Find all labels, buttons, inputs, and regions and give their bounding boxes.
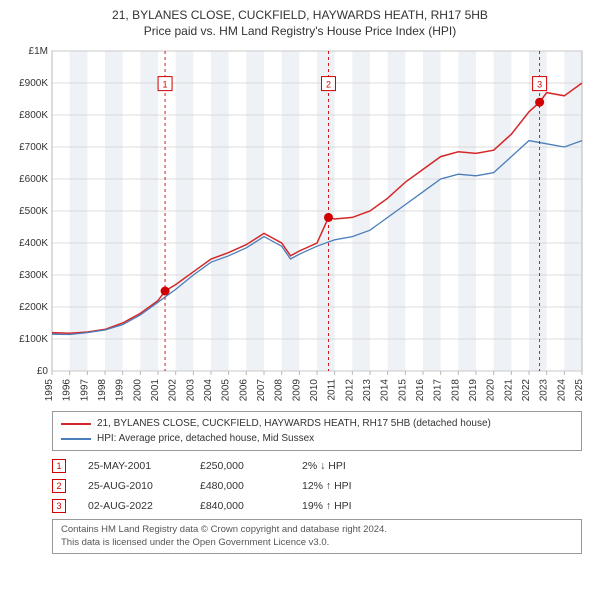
- legend-item-property: 21, BYLANES CLOSE, CUCKFIELD, HAYWARDS H…: [61, 416, 573, 431]
- svg-text:2015: 2015: [397, 379, 408, 402]
- svg-text:2013: 2013: [362, 379, 373, 402]
- svg-text:2012: 2012: [344, 379, 355, 402]
- svg-text:2006: 2006: [238, 379, 249, 402]
- svg-text:£500K: £500K: [19, 206, 48, 217]
- tx-marker-icon: 2: [52, 479, 66, 493]
- tx-diff: 12% ↑ HPI: [302, 480, 382, 492]
- svg-text:£400K: £400K: [19, 238, 48, 249]
- tx-price: £480,000: [200, 480, 280, 492]
- price-chart: £0 £100K £200K £300K £400K £500K £600K £700K £80…: [10, 45, 590, 405]
- legend-swatch: [61, 438, 91, 440]
- svg-text:2000: 2000: [132, 379, 143, 402]
- svg-text:2011: 2011: [327, 379, 338, 401]
- tx-price: £840,000: [200, 500, 280, 512]
- svg-text:£1M: £1M: [29, 46, 48, 57]
- svg-text:£600K: £600K: [19, 174, 48, 185]
- svg-text:2003: 2003: [185, 379, 196, 402]
- svg-text:£100K: £100K: [19, 334, 48, 345]
- footnote-line1: Contains HM Land Registry data © Crown c…: [61, 524, 573, 536]
- tx-diff: 19% ↑ HPI: [302, 500, 382, 512]
- tx-marker-icon: 3: [52, 499, 66, 513]
- svg-text:1998: 1998: [97, 379, 108, 402]
- svg-text:2017: 2017: [433, 379, 444, 402]
- svg-text:2009: 2009: [291, 379, 302, 402]
- svg-text:2021: 2021: [503, 379, 514, 402]
- svg-text:£0: £0: [37, 366, 49, 377]
- tx-price: £250,000: [200, 460, 280, 472]
- svg-text:£800K: £800K: [19, 110, 48, 121]
- svg-text:2010: 2010: [309, 379, 320, 402]
- svg-text:£300K: £300K: [19, 270, 48, 281]
- svg-text:1997: 1997: [79, 379, 90, 402]
- svg-text:2020: 2020: [486, 379, 497, 402]
- svg-text:1996: 1996: [62, 379, 73, 402]
- legend: 21, BYLANES CLOSE, CUCKFIELD, HAYWARDS H…: [52, 411, 582, 451]
- footnote-line2: This data is licensed under the Open Gov…: [61, 537, 573, 549]
- chart-title: 21, BYLANES CLOSE, CUCKFIELD, HAYWARDS H…: [10, 8, 590, 39]
- tx-marker-icon: 1: [52, 459, 66, 473]
- tx-date: 25-AUG-2010: [88, 480, 178, 492]
- svg-text:2014: 2014: [380, 379, 391, 402]
- svg-text:2005: 2005: [221, 379, 232, 402]
- svg-text:2022: 2022: [521, 379, 532, 402]
- svg-text:2007: 2007: [256, 379, 267, 402]
- footnote: Contains HM Land Registry data © Crown c…: [52, 519, 582, 554]
- legend-swatch: [61, 423, 91, 425]
- legend-label: HPI: Average price, detached house, Mid …: [97, 431, 314, 446]
- table-row: 1 25-MAY-2001 £250,000 2% ↓ HPI: [52, 459, 582, 473]
- svg-text:2008: 2008: [274, 379, 285, 402]
- svg-text:2018: 2018: [450, 379, 461, 402]
- svg-text:£200K: £200K: [19, 302, 48, 313]
- svg-text:2023: 2023: [539, 379, 550, 402]
- svg-text:2019: 2019: [468, 379, 479, 402]
- svg-text:2004: 2004: [203, 379, 214, 402]
- svg-text:2025: 2025: [574, 379, 585, 402]
- svg-text:2001: 2001: [150, 379, 161, 402]
- svg-text:2016: 2016: [415, 379, 426, 402]
- transaction-table: 1 25-MAY-2001 £250,000 2% ↓ HPI 2 25-AUG…: [52, 459, 582, 513]
- table-row: 3 02-AUG-2022 £840,000 19% ↑ HPI: [52, 499, 582, 513]
- tx-diff: 2% ↓ HPI: [302, 460, 382, 472]
- svg-text:£900K: £900K: [19, 78, 48, 89]
- legend-label: 21, BYLANES CLOSE, CUCKFIELD, HAYWARDS H…: [97, 416, 491, 431]
- svg-text:3: 3: [537, 80, 542, 90]
- svg-text:1999: 1999: [115, 379, 126, 402]
- svg-text:1: 1: [163, 80, 168, 90]
- tx-date: 02-AUG-2022: [88, 500, 178, 512]
- table-row: 2 25-AUG-2010 £480,000 12% ↑ HPI: [52, 479, 582, 493]
- svg-text:1995: 1995: [44, 379, 55, 402]
- tx-date: 25-MAY-2001: [88, 460, 178, 472]
- svg-text:2002: 2002: [168, 379, 179, 402]
- svg-text:2024: 2024: [556, 379, 567, 402]
- title-line1: 21, BYLANES CLOSE, CUCKFIELD, HAYWARDS H…: [10, 8, 590, 24]
- legend-item-hpi: HPI: Average price, detached house, Mid …: [61, 431, 573, 446]
- svg-text:2: 2: [326, 80, 331, 90]
- title-line2: Price paid vs. HM Land Registry's House …: [10, 24, 590, 40]
- svg-text:£700K: £700K: [19, 142, 48, 153]
